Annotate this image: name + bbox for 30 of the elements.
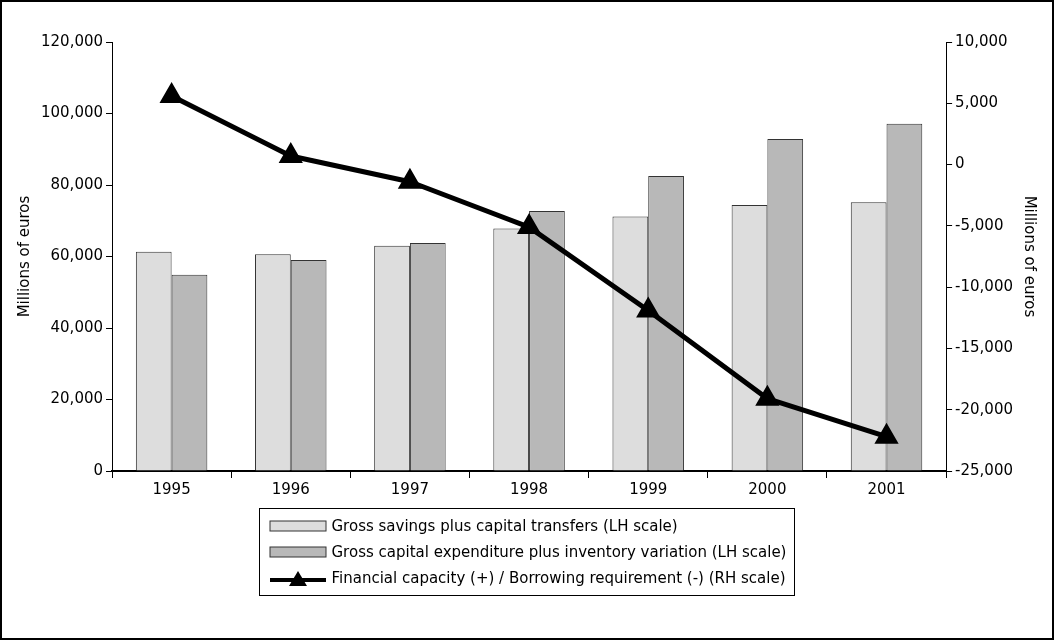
y-tick-label: 100,000 xyxy=(41,103,104,122)
y-tick-label: 0 xyxy=(93,460,104,479)
y2-tick-label: 10,000 xyxy=(955,31,1008,50)
y-axis-title: Millions of euros xyxy=(14,195,33,318)
x-tick-label: 1999 xyxy=(629,479,668,498)
x-tick-label: 1998 xyxy=(509,479,549,498)
x-tick-label: 1996 xyxy=(271,479,310,498)
y-tick-label: 60,000 xyxy=(50,246,104,265)
y2-tick-label: 0 xyxy=(955,154,965,173)
y2-tick-label: 5,000 xyxy=(955,93,999,112)
y2-tick-label: -5,000 xyxy=(955,215,1004,234)
y2-tick-label: -20,000 xyxy=(955,399,1014,418)
legend-label: Gross savings plus capital transfers (LH scale) xyxy=(331,517,678,535)
x-tick-label: 2001 xyxy=(867,479,906,498)
y2-axis-title: Millions of euros xyxy=(1021,195,1040,318)
y2-tick-label: -15,000 xyxy=(955,338,1014,357)
point xyxy=(636,296,660,318)
y-tick-label: 120,000 xyxy=(41,31,104,50)
y-tick-label: 40,000 xyxy=(50,317,104,336)
y-tick-label: 20,000 xyxy=(50,389,104,408)
x-tick-label: 1997 xyxy=(390,479,430,498)
y2-tick-label: -25,000 xyxy=(955,460,1014,479)
legend-label: Financial capacity (+) / Borrowing requirement (-) (RH scale) xyxy=(331,569,786,587)
y2-tick-label: -10,000 xyxy=(955,277,1014,296)
x-tick-label: 2000 xyxy=(748,479,787,498)
x-tick-label: 1995 xyxy=(152,479,191,498)
point xyxy=(517,213,540,235)
point xyxy=(280,144,302,163)
legend-label: Gross capital expenditure plus inventory variation (LH scale) xyxy=(331,543,787,561)
y-tick-label: 80,000 xyxy=(50,174,104,193)
